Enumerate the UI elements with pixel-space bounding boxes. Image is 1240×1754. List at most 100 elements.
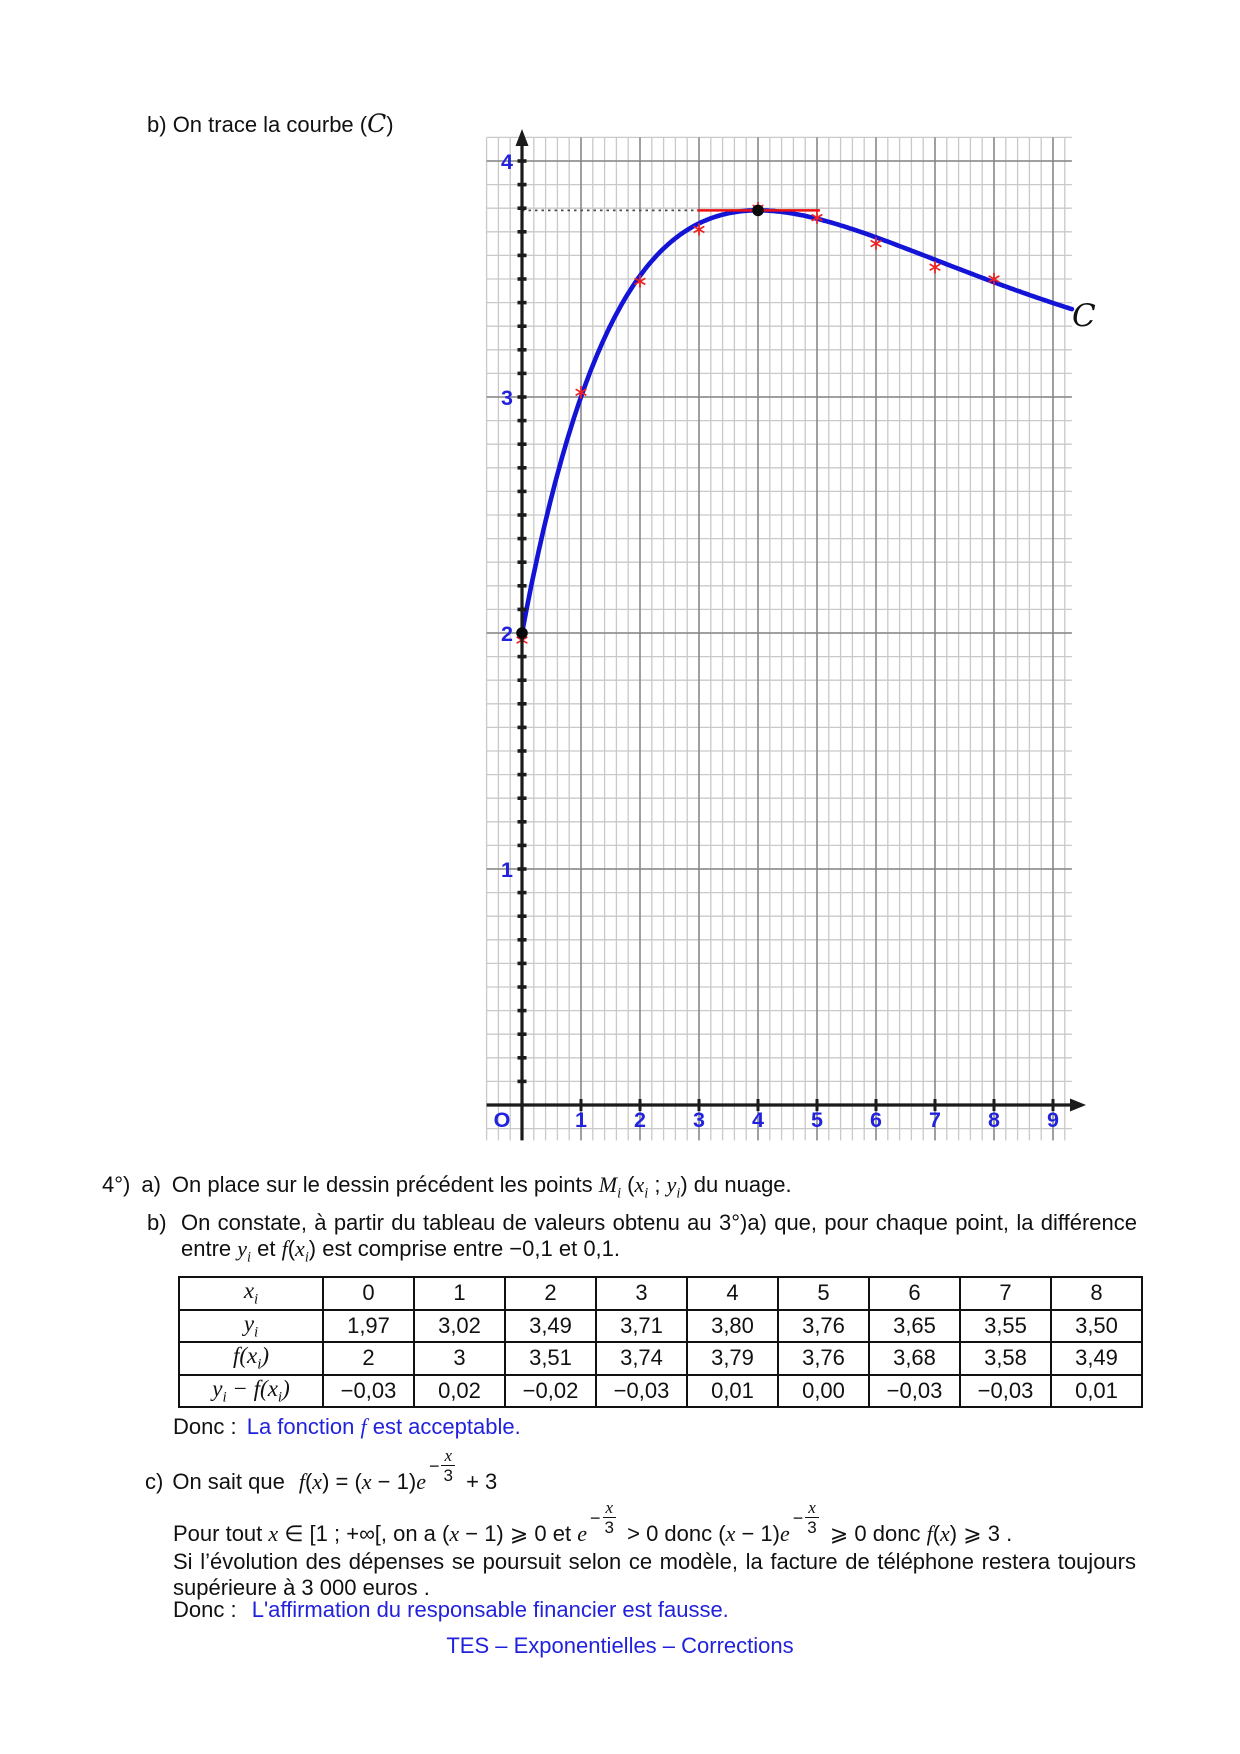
data-point-asterisk [988,272,1000,286]
row-label: xi [178,1276,324,1311]
question-4a-label: a) [141,1172,161,1197]
conclusion-2: Donc : L'affirmation du responsable fina… [173,1597,729,1623]
si-line1: Si l’évolution des dépenses se poursuit … [173,1549,1136,1574]
grid-major [486,137,1072,1141]
table-cell: 3 [413,1341,506,1376]
table-cell: 0,01 [1050,1373,1143,1409]
values-table: xi 0 1 2 3 4 5 6 7 8 yi 1,97 3,02 3,49 3,71 3,80 3,76 3,6… [178,1276,1143,1409]
axis-tick-label: 7 [929,1108,941,1132]
axis-tick-label: 1 [501,858,513,882]
table-cell: −0,02 [504,1373,597,1409]
question-4b-paragraph: On constate, à partir du tableau de vale… [181,1210,1137,1270]
axis-tick-label: 4 [752,1108,764,1132]
conclusion-1-answer: La fonction f est acceptable. [246,1414,521,1439]
axis-tick-label: 2 [634,1108,646,1132]
table-cell: 1 [413,1276,506,1311]
y-axis-arrow [515,129,529,146]
axis-tick-label: 3 [693,1108,705,1132]
table-cell: 0,00 [777,1373,870,1409]
heading-item-label: b) [147,112,167,137]
marked-point [516,627,528,639]
axes [486,129,1086,1141]
table-cell: 3,76 [777,1341,870,1376]
si-paragraph: Si l’évolution des dépenses se poursuit … [173,1549,1136,1601]
table-cell: 3,80 [686,1308,779,1344]
table-row: xi 0 1 2 3 4 5 6 7 8 [178,1276,1143,1311]
curve-f [519,208,1075,636]
data-point-asterisk [634,275,646,288]
table-cell: 0,01 [686,1373,779,1409]
table-cell: 2 [322,1341,415,1376]
question-4c-formula: f(x) = (x − 1)e − x 3 + 3 [298,1446,498,1494]
question-4a-text: On place sur le dessin précédent les poi… [171,1172,792,1202]
table-cell: 3 [595,1276,688,1311]
heading-text: On trace la courbe [172,112,354,137]
heading-paren-close: ) [386,112,394,137]
data-point-asterisk [575,386,587,399]
row-label: yi [178,1308,324,1344]
table-cell: 3,55 [959,1308,1052,1344]
pour-tout-line: Pour tout x ∈ [1 ; +∞[, on a (x − 1) ⩾ 0… [173,1498,1013,1546]
curve-name-letter: C [367,109,387,138]
x-axis-arrow [1070,1098,1086,1112]
table-cell: −0,03 [868,1373,961,1409]
conclusion-1: Donc : La fonction f est acceptable. [173,1414,521,1440]
function-graph: O 1 2 3 4 5 6 7 8 9 1 2 3 4 C [485,129,1096,1141]
table-row: f(xi) 2 3 3,51 3,74 3,79 3,76 3,68 3,58 3,49 [178,1341,1143,1376]
table-row: yi − f(xi) −0,03 0,02 −0,02 −0,03 0,01 0,00 −0,… [178,1373,1143,1409]
table-cell: 4 [686,1276,779,1311]
question-4c-line: c) On sait que f(x) = (x − 1)e − x 3 + 3 [145,1446,498,1495]
row-label: yi − f(xi) [178,1373,324,1409]
axis-tick-label: 1 [575,1108,587,1132]
axis-labels: O 1 2 3 4 5 6 7 8 9 1 2 3 4 [494,150,1059,1132]
table-cell: 3,65 [868,1308,961,1344]
data-point-asterisk [870,237,882,250]
table-cell: 3,74 [595,1341,688,1376]
table-cell: 3,49 [1050,1341,1143,1376]
data-point-asterisk [811,211,823,224]
axis-tick-label: 8 [988,1108,1000,1132]
row-label: f(xi) [178,1341,324,1376]
marked-point [752,204,764,217]
table-cell: 3,58 [959,1341,1052,1376]
table-row: yi 1,97 3,02 3,49 3,71 3,80 3,76 3,65 3,55 3,50 [178,1308,1143,1344]
table-cell: 2 [504,1276,597,1311]
si-line2: supérieure à 3 000 euros . [173,1575,430,1600]
question-4a-line: 4°) a) On place sur le dessin précédent le… [102,1172,792,1202]
axis-tick-label: 9 [1047,1108,1059,1132]
curve-label-C: C [1072,298,1096,334]
question-4b-line1: On constate, à partir du tableau de vale… [181,1210,1137,1235]
question-4b-label-wrap: b) [147,1210,167,1236]
data-point-asterisk [929,261,941,274]
table-cell: 6 [868,1276,961,1311]
conclusion-2-prefix: Donc : [173,1597,237,1622]
table-cell: 3,51 [504,1341,597,1376]
table-cell: 3,76 [777,1308,870,1344]
table-cell: 0 [322,1276,415,1311]
table-cell: −0,03 [595,1373,688,1409]
table-cell: 3,02 [413,1308,506,1344]
question-4b-line2: entre yi et f(xi) est comprise entre −0,… [181,1236,621,1266]
table-cell: 3,79 [686,1341,779,1376]
conclusion-2-answer: L'affirmation du responsable financier e… [251,1597,729,1622]
question-number: 4°) [102,1172,131,1197]
table-cell: 5 [777,1276,870,1311]
table-cell: 3,68 [868,1341,961,1376]
table-cell: 7 [959,1276,1052,1311]
table-cell: 3,49 [504,1308,597,1344]
question-4b-label: b) [147,1210,167,1235]
heading-paren-open: ( [359,112,368,137]
section-heading: b) On trace la courbe (C) [147,109,394,138]
table-cell: 1,97 [322,1308,415,1344]
data-point-asterisk [693,223,705,236]
origin-label: O [494,1108,511,1132]
conclusion-1-prefix: Donc : [173,1414,237,1439]
table-cell: 3,71 [595,1308,688,1344]
table-cell: 3,50 [1050,1308,1143,1344]
question-4c-intro: On sait que [172,1469,285,1494]
grid-minor [485,136,1072,1141]
table-cell: −0,03 [322,1373,415,1409]
page-footer: TES – Exponentielles – Corrections [446,1633,794,1658]
axis-tick-label: 5 [811,1108,823,1132]
